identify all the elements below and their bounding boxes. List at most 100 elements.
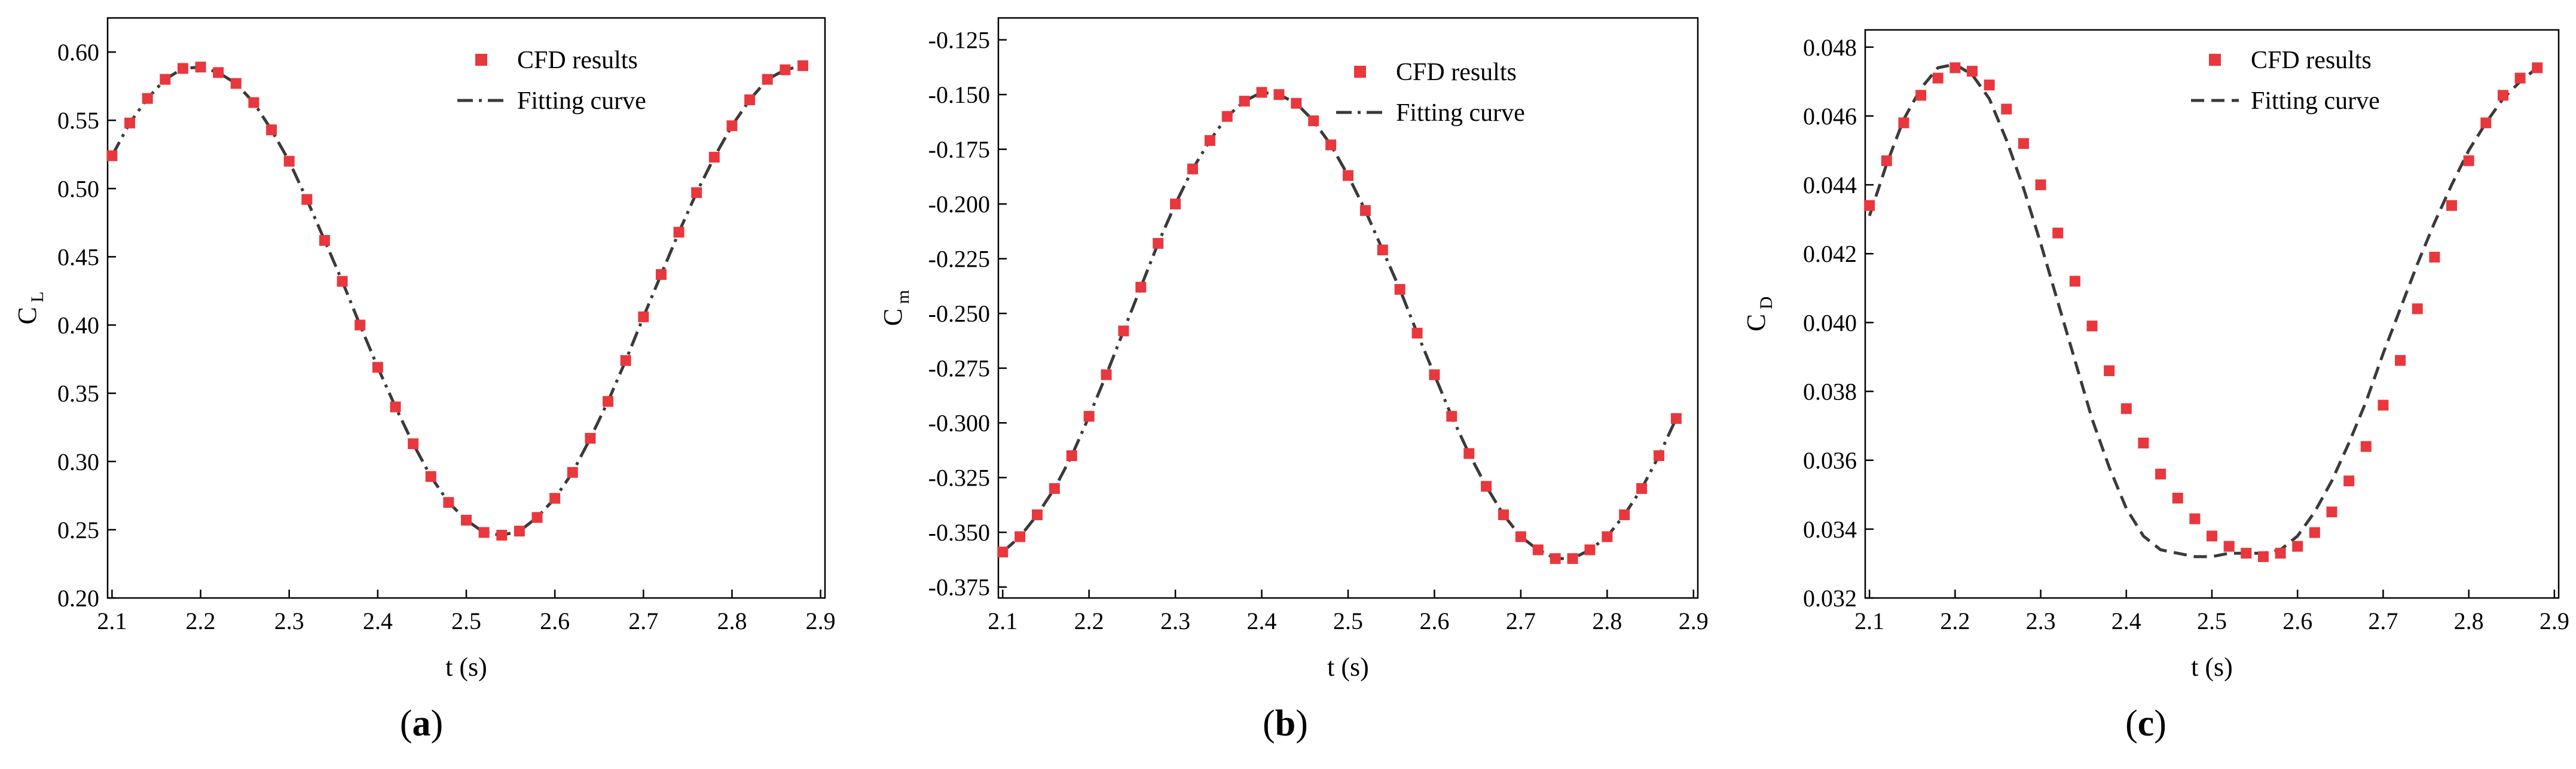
- legend-marker-cfd: [1354, 66, 1366, 78]
- cfd-data-point: [1394, 283, 1405, 295]
- y-tick-label: 0.044: [1803, 172, 1857, 199]
- cfd-data-point: [2241, 548, 2252, 559]
- cfd-data-point: [177, 63, 188, 74]
- cfd-data-point: [1567, 553, 1578, 564]
- cfd-data-point: [1359, 205, 1371, 216]
- x-tick-label: 2.7: [2368, 608, 2398, 634]
- x-tick-label: 2.3: [2026, 608, 2056, 634]
- x-tick-label: 2.3: [274, 608, 304, 634]
- x-axis-label: t (s): [445, 652, 487, 682]
- y-tick-label: 0.30: [57, 448, 99, 475]
- cfd-data-point: [1654, 450, 1664, 462]
- cfd-data-point: [620, 355, 631, 366]
- cfd-data-point: [355, 319, 366, 331]
- fitting-curve-line: [1868, 62, 2538, 559]
- cfd-data-point: [2052, 227, 2064, 239]
- cfd-data-point: [461, 514, 472, 526]
- y-tick-label: 0.032: [1803, 585, 1857, 612]
- cfd-data-point: [2207, 530, 2217, 542]
- x-axis-label: t (s): [2191, 652, 2233, 682]
- cfd-data-point: [1898, 117, 1909, 129]
- chart-b: 2.1 2.2 2.3 2.4 2.5 2.6 2.7 2.8 2.9 -0.375 -0.350 -…: [878, 17, 1709, 682]
- cfd-data-point: [2360, 441, 2372, 452]
- cfd-data-point: [1602, 531, 1613, 542]
- cfd-data-point: [1429, 369, 1440, 380]
- cfd-data-point: [1498, 509, 1509, 520]
- cfd-data-point: [1515, 531, 1526, 542]
- cfd-data-point: [1949, 62, 1961, 74]
- cfd-data-point: [1915, 90, 1927, 101]
- y-tick-label: 0.50: [57, 175, 99, 202]
- legend-label: CFD results: [2251, 47, 2372, 74]
- chart-panel-b: 2.1 2.2 2.3 2.4 2.5 2.6 2.7 2.8 2.9 -0.375 -0.350 -…: [855, 0, 1716, 769]
- x-tick-label: 2.3: [1160, 608, 1190, 634]
- cfd-data-point: [762, 74, 773, 85]
- y-tick-label: 0.60: [57, 39, 99, 66]
- x-tick-label: 2.5: [451, 608, 481, 634]
- y-tick-label: 0.35: [57, 380, 99, 407]
- cfd-data-point: [1550, 553, 1561, 564]
- cfd-data-point: [1984, 80, 1995, 91]
- y-tick-label: -0.350: [928, 519, 990, 546]
- y-tick-label: 0.036: [1803, 447, 1857, 474]
- cfd-data-point: [2104, 365, 2115, 376]
- x-tick-label: 2.1: [988, 608, 1017, 634]
- x-tick-label: 2.8: [1592, 608, 1622, 634]
- x-tick-label: 2.2: [1074, 608, 1104, 634]
- x-tick-label: 2.6: [540, 608, 570, 634]
- cfd-data-point: [1864, 200, 1875, 211]
- cfd-data-point: [603, 396, 614, 407]
- y-axis-label: C D: [1741, 297, 1776, 332]
- cfd-data-point: [1066, 450, 1077, 462]
- cfd-data-point: [2378, 399, 2389, 411]
- y-tick-label: -0.175: [928, 136, 990, 163]
- y-tick-label: 0.20: [57, 585, 99, 612]
- cfd-data-point: [567, 467, 578, 478]
- y-tick-label: 0.046: [1803, 103, 1857, 130]
- cfd-data-point: [1932, 72, 1944, 84]
- cfd-data-point: [997, 547, 1009, 558]
- cfd-data-point: [2326, 506, 2337, 518]
- cfd-data-point: [2172, 493, 2183, 504]
- x-tick-label: 2.2: [186, 608, 216, 634]
- cfd-data-point: [106, 150, 118, 161]
- cfd-data-point: [797, 60, 808, 71]
- cfd-data-point: [549, 493, 561, 504]
- y-tick-label: -0.225: [928, 246, 990, 273]
- cfd-data-point: [319, 235, 330, 246]
- cfd-data-point: [2257, 551, 2269, 562]
- cfd-data-point: [337, 276, 348, 287]
- caption-a: (a): [399, 703, 444, 744]
- y-tick-label: 0.042: [1803, 240, 1857, 267]
- x-tick-label: 2.7: [628, 608, 658, 634]
- cfd-data-point: [1256, 87, 1267, 98]
- y-tick-label: -0.300: [928, 410, 990, 437]
- y-tick-label: -0.375: [928, 574, 990, 601]
- cfd-data-point: [1135, 282, 1147, 293]
- cfd-data-point: [1411, 328, 1423, 339]
- cfd-data-point: [2446, 200, 2457, 211]
- caption-c: (c): [2125, 703, 2166, 744]
- cfd-data-point: [1083, 411, 1095, 422]
- x-tick-label: 2.6: [2282, 608, 2312, 634]
- cfd-data-point: [691, 187, 702, 199]
- y-tick-label: 0.55: [57, 107, 99, 134]
- cfd-data-point: [248, 97, 259, 108]
- legend-marker-cfd: [2209, 54, 2221, 66]
- cfd-data-point: [283, 155, 295, 167]
- cfd-data-point: [1014, 531, 1026, 542]
- cfd-data-point: [1619, 509, 1630, 520]
- y-tick-label: -0.150: [928, 81, 990, 108]
- cfd-data-point: [425, 471, 436, 482]
- fitting-curve-line: [111, 64, 803, 537]
- x-tick-label: 2.2: [1940, 608, 1970, 634]
- cfd-data-point: [1032, 509, 1043, 520]
- cfd-data-point: [2035, 179, 2046, 191]
- cfd-data-point: [1377, 245, 1388, 255]
- cfd-data-point: [1343, 170, 1353, 181]
- x-tick-label: 2.4: [2111, 608, 2141, 634]
- legend-marker-cfd: [475, 54, 487, 66]
- cfd-data-point: [2069, 276, 2080, 287]
- cfd-data-point: [372, 362, 383, 373]
- plot-frame: [106, 17, 826, 599]
